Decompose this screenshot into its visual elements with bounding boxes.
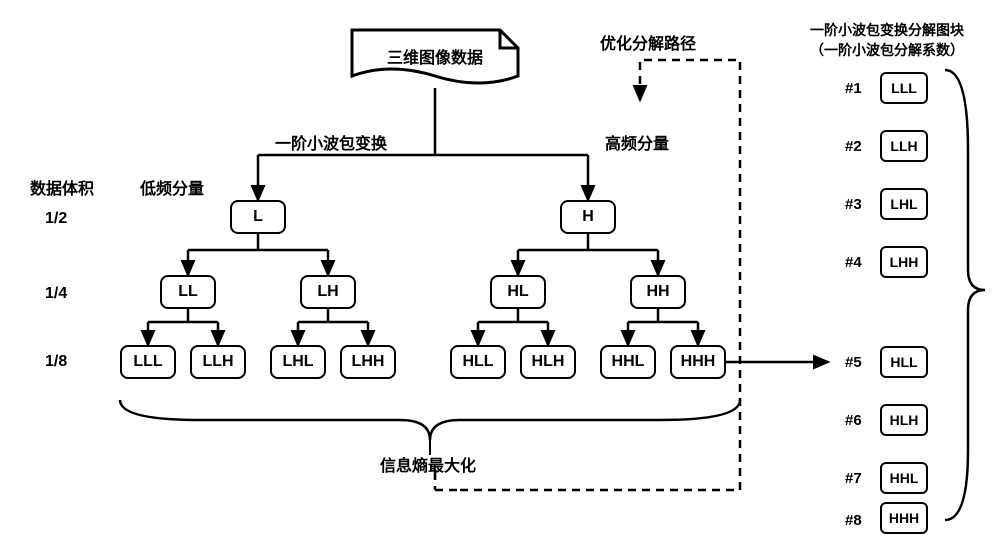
data-volume-label: 数据体积 <box>30 175 94 199</box>
out-box-6: HLH <box>880 404 928 436</box>
out-num-5: #5 <box>845 354 862 371</box>
out-num-1: #1 <box>845 80 862 97</box>
node-LLL: LLL <box>120 345 176 379</box>
out-box-2: LLH <box>880 130 928 162</box>
low-freq-label: 低频分量 <box>140 175 204 199</box>
node-HH: HH <box>630 275 686 309</box>
entropy-label: 信息熵最大化 <box>380 452 476 476</box>
vol-1: 1/2 <box>45 210 67 228</box>
node-H: H <box>560 200 616 234</box>
output-title-line2: （一阶小波包分解系数） <box>810 40 964 60</box>
out-box-3: LHL <box>880 188 928 220</box>
output-title-line1: 一阶小波包变换分解图块 <box>810 20 964 40</box>
out-num-4: #4 <box>845 254 862 271</box>
out-box-5: HLL <box>880 346 928 378</box>
optimize-path-label: 优化分解路径 <box>600 30 696 54</box>
out-num-2: #2 <box>845 138 862 155</box>
out-num-3: #3 <box>845 196 862 213</box>
vol-3: 1/8 <box>45 353 67 371</box>
node-HL: HL <box>490 275 546 309</box>
node-LHH: LHH <box>340 345 396 379</box>
out-box-8: HHH <box>880 502 928 534</box>
vol-2: 1/4 <box>45 285 67 303</box>
transform-label: 一阶小波包变换 <box>275 130 387 154</box>
out-num-6: #6 <box>845 412 862 429</box>
node-LHL: LHL <box>270 345 326 379</box>
node-HHL: HHL <box>600 345 656 379</box>
node-HLH: HLH <box>520 345 576 379</box>
high-freq-label: 高频分量 <box>605 130 669 154</box>
node-LH: LH <box>300 275 356 309</box>
out-box-4: LHH <box>880 246 928 278</box>
out-num-7: #7 <box>845 470 862 487</box>
node-LLH: LLH <box>190 345 246 379</box>
out-box-7: HHL <box>880 462 928 494</box>
node-LL: LL <box>160 275 216 309</box>
node-L: L <box>230 200 286 234</box>
input-doc-label: 三维图像数据 <box>350 44 520 68</box>
out-num-8: #8 <box>845 512 862 529</box>
out-box-1: LLL <box>880 72 928 104</box>
node-HLL: HLL <box>450 345 506 379</box>
node-HHH: HHH <box>670 345 726 379</box>
